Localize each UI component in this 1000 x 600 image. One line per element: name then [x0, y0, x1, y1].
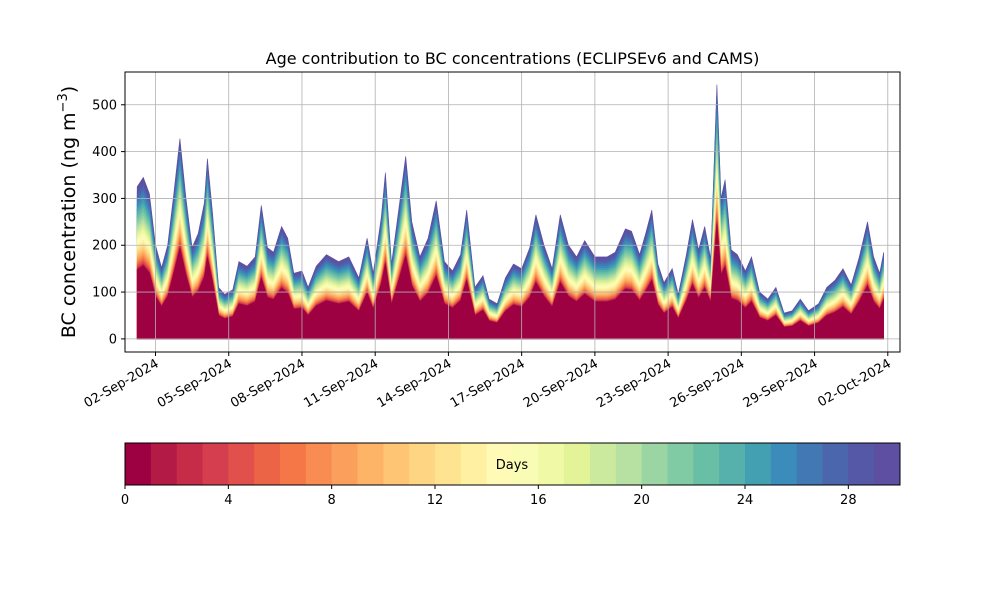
- x-tick-label: 20-Sep-2024: [521, 356, 601, 411]
- x-tick-label: 23-Sep-2024: [594, 356, 674, 411]
- colorbar-swatch: [564, 443, 591, 485]
- colorbar-swatch: [486, 443, 513, 485]
- colorbar-swatch: [254, 443, 281, 485]
- colorbar-swatch: [745, 443, 772, 485]
- stacked-area-layers: [136, 84, 884, 340]
- colorbar-swatch: [202, 443, 229, 485]
- x-tick-label: 05-Sep-2024: [155, 356, 235, 411]
- colorbar-swatch: [848, 443, 875, 485]
- colorbar-swatch: [435, 443, 462, 485]
- colorbar-tick-label: 24: [737, 493, 754, 508]
- colorbar-tick-label: 4: [224, 493, 232, 508]
- colorbar-swatch: [125, 443, 152, 485]
- x-tick-label: 02-Oct-2024: [815, 356, 893, 410]
- colorbar-tick-label: 12: [427, 493, 444, 508]
- colorbar-ticks: 0 4 8 12 16 20 24 28: [121, 485, 857, 508]
- x-tick-label: 08-Sep-2024: [228, 356, 308, 411]
- y-tick-label: 300: [92, 192, 117, 207]
- y-axis-label-close: ): [58, 86, 80, 93]
- colorbar-swatch: [641, 443, 668, 485]
- colorbar-swatch: [305, 443, 333, 485]
- y-tick-label: 500: [92, 98, 117, 113]
- colorbar-swatch: [176, 443, 203, 485]
- y-tick-label: 100: [92, 286, 117, 301]
- colorbar-frame: [124, 442, 901, 486]
- colorbar-swatch: [331, 443, 358, 485]
- y-tick-label: 0: [109, 332, 117, 347]
- colorbar-swatch: [667, 443, 694, 485]
- colorbar-swatch: [796, 443, 823, 485]
- colorbar-swatch: [409, 443, 436, 485]
- x-axis-ticks: 02-Sep-202405-Sep-202408-Sep-202411-Sep-…: [82, 352, 894, 411]
- colorbar-swatch: [693, 443, 720, 485]
- x-tick-label: 26-Sep-2024: [668, 356, 748, 411]
- plot-frame: [124, 71, 901, 353]
- grid-lines: [125, 72, 900, 352]
- x-tick-label: 11-Sep-2024: [301, 356, 381, 411]
- colorbar-tick-label: 0: [121, 493, 129, 508]
- colorbar-tick-label: 20: [633, 493, 650, 508]
- chart-title: Age contribution to BC concentrations (E…: [266, 49, 760, 68]
- colorbar-swatch: [538, 443, 565, 485]
- colorbar-swatch: [280, 443, 307, 485]
- x-tick-label: 14-Sep-2024: [375, 356, 455, 411]
- colorbar-swatch: [590, 443, 617, 485]
- colorbar-swatch: [770, 443, 798, 485]
- colorbar-swatch: [874, 443, 901, 485]
- colorbar-swatch: [383, 443, 410, 485]
- colorbar-swatch: [228, 443, 255, 485]
- colorbar-swatch: [150, 443, 178, 485]
- colorbar: [125, 443, 901, 485]
- colorbar-swatch: [615, 443, 643, 485]
- y-tick-label: 400: [92, 145, 117, 160]
- colorbar-tick-label: 8: [328, 493, 336, 508]
- x-tick-label: 29-Sep-2024: [741, 356, 821, 411]
- x-tick-label: 02-Sep-2024: [82, 356, 162, 411]
- y-axis-ticks: 0 100 200 300 400 500: [92, 98, 125, 347]
- colorbar-tick-label: 28: [840, 493, 857, 508]
- x-tick-label: 17-Sep-2024: [448, 356, 528, 411]
- colorbar-swatch: [822, 443, 849, 485]
- colorbar-tick-label: 16: [530, 493, 547, 508]
- y-axis-label: BC concentration (ng m−3): [56, 86, 80, 338]
- colorbar-label: Days: [496, 458, 529, 473]
- y-axis-label-exponent: −3: [56, 93, 71, 112]
- colorbar-swatch: [719, 443, 746, 485]
- colorbar-swatch: [460, 443, 488, 485]
- colorbar-swatch: [357, 443, 384, 485]
- y-tick-label: 200: [92, 239, 117, 254]
- age-layer-0: [136, 223, 884, 340]
- colorbar-swatch: [512, 443, 539, 485]
